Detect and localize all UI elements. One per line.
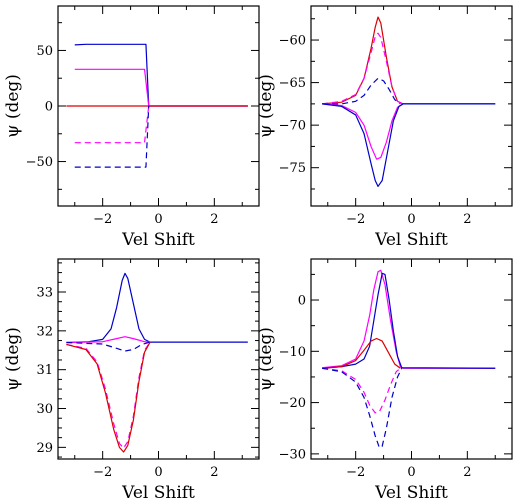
- y-tick-label: 30: [36, 402, 53, 417]
- x-tick-label: −2: [93, 212, 112, 227]
- series-line-3: [66, 341, 151, 449]
- series-line-4: [322, 103, 496, 188]
- x-tick-label: 0: [154, 465, 162, 480]
- series-line-4: [66, 341, 151, 453]
- series-line-4: [322, 367, 403, 449]
- series-line-3: [322, 103, 404, 160]
- x-tick-label: −2: [346, 465, 365, 480]
- y-tick-label: −10: [279, 345, 306, 360]
- panel-top-right: −2 0 2 −75 −70 −65 −60 Vel Shift ψ (deg): [256, 5, 513, 250]
- panel-bottom-left: −2 0 2 29 30 31 32 33 Vel Shift ψ (deg): [3, 258, 260, 500]
- series-line-1: [322, 32, 404, 105]
- series-line-4: [74, 105, 150, 168]
- y-tick-label: 50: [36, 44, 53, 59]
- y-tick-label: 29: [36, 441, 53, 456]
- x-tick-label: 0: [154, 212, 162, 227]
- x-tick-label: 2: [210, 465, 218, 480]
- series-line-1: [322, 272, 496, 369]
- y-tick-label: 0: [298, 294, 306, 309]
- panel-top-left: −2 0 2 −50 0 50 Vel Shift ψ (deg): [3, 5, 260, 250]
- series-line-2: [322, 337, 401, 369]
- plot-frame: [57, 258, 260, 460]
- y-tick-label: 32: [36, 324, 53, 339]
- series-line-1: [74, 68, 248, 107]
- series-line-0: [322, 269, 496, 369]
- x-axis-label: Vel Shift: [374, 230, 448, 250]
- y-tick-label: 0: [45, 100, 53, 115]
- x-axis-label: Vel Shift: [121, 483, 195, 500]
- series-line-3: [322, 367, 401, 414]
- y-tick-label: −65: [279, 76, 306, 91]
- plot-frame: [310, 258, 513, 460]
- x-tick-label: 2: [463, 212, 471, 227]
- y-tick-label: −20: [279, 396, 306, 411]
- y-tick-label: 33: [36, 286, 53, 301]
- x-axis-label: Vel Shift: [374, 483, 448, 500]
- y-axis-label: ψ (deg): [256, 327, 276, 391]
- x-tick-label: 2: [210, 212, 218, 227]
- y-tick-label: −75: [279, 161, 306, 176]
- series-line-0: [322, 16, 496, 105]
- series-line-0: [66, 272, 248, 344]
- y-tick-label: −30: [279, 447, 306, 462]
- series-line-2: [322, 77, 401, 105]
- y-tick-label: 31: [36, 363, 53, 378]
- y-axis-label: ψ (deg): [3, 74, 23, 138]
- y-axis-label: ψ (deg): [256, 74, 276, 138]
- y-tick-label: −50: [26, 155, 53, 170]
- y-tick-label: −70: [279, 119, 306, 134]
- x-tick-label: 0: [407, 465, 415, 480]
- y-axis-label: ψ (deg): [3, 327, 23, 391]
- series-line-3: [74, 105, 150, 144]
- y-tick-label: −60: [279, 34, 306, 49]
- x-tick-label: −2: [346, 212, 365, 227]
- series-line-0: [74, 43, 248, 107]
- x-tick-label: −2: [93, 465, 112, 480]
- x-axis-label: Vel Shift: [121, 230, 195, 250]
- x-tick-label: 0: [407, 212, 415, 227]
- series-line-1: [66, 336, 151, 344]
- x-tick-label: 2: [463, 465, 471, 480]
